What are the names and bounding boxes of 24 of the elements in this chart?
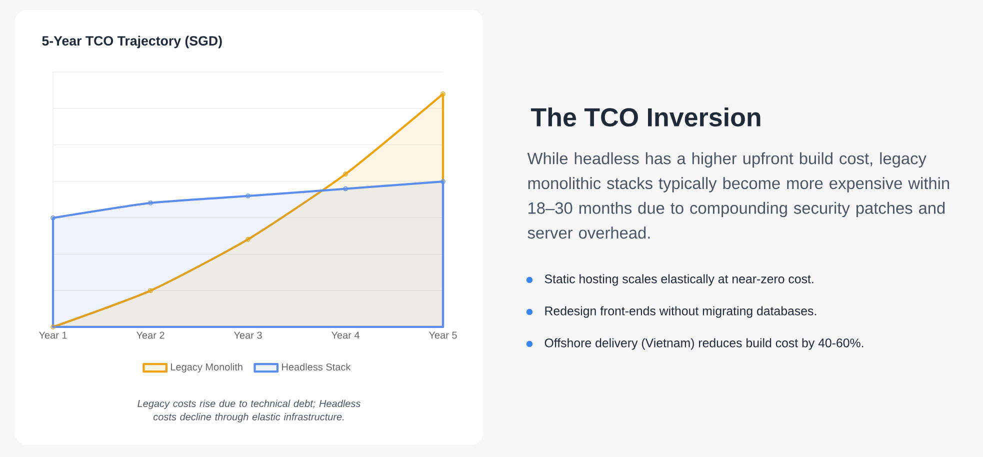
text: The TCO Inversion [531,107,760,127]
text: Offshore delivery (Vietnam) reduces build cost by 40-60%. [544,338,864,350]
point [246,194,250,198]
point [440,91,446,96]
x-tick-label: Year 2 [136,332,164,339]
text: Static hosting scales elastically at near-zero cost. [544,274,814,286]
x-tick-label: Year 4 [331,332,360,339]
text: Redesign front-ends without migrating databases. [545,306,816,318]
point [343,172,348,176]
point [50,216,56,220]
point [440,179,446,184]
point [148,200,153,206]
point [246,236,250,242]
point [148,288,153,294]
text: Legacy costs rise due to technical debt; Headless costs decline through elastic infrastructure. [138,400,360,422]
chart-title: 5-Year TCO Trajectory (SGD) [42,36,222,48]
point [50,324,56,330]
x-tick-label: Year 5 [428,332,457,339]
x-tick-label: Year 1 [38,332,67,339]
legend-label: Legacy Monolith [171,363,242,372]
x-tick-label: Year 3 [234,332,262,339]
text: While headless has a higher upfront build cost, legacy monolithic stacks typically become more expensive within 18–30 months due to compounding security patches and server overhead. [527,152,950,239]
point [343,186,348,192]
legend-label: Headless Stack [282,363,351,371]
